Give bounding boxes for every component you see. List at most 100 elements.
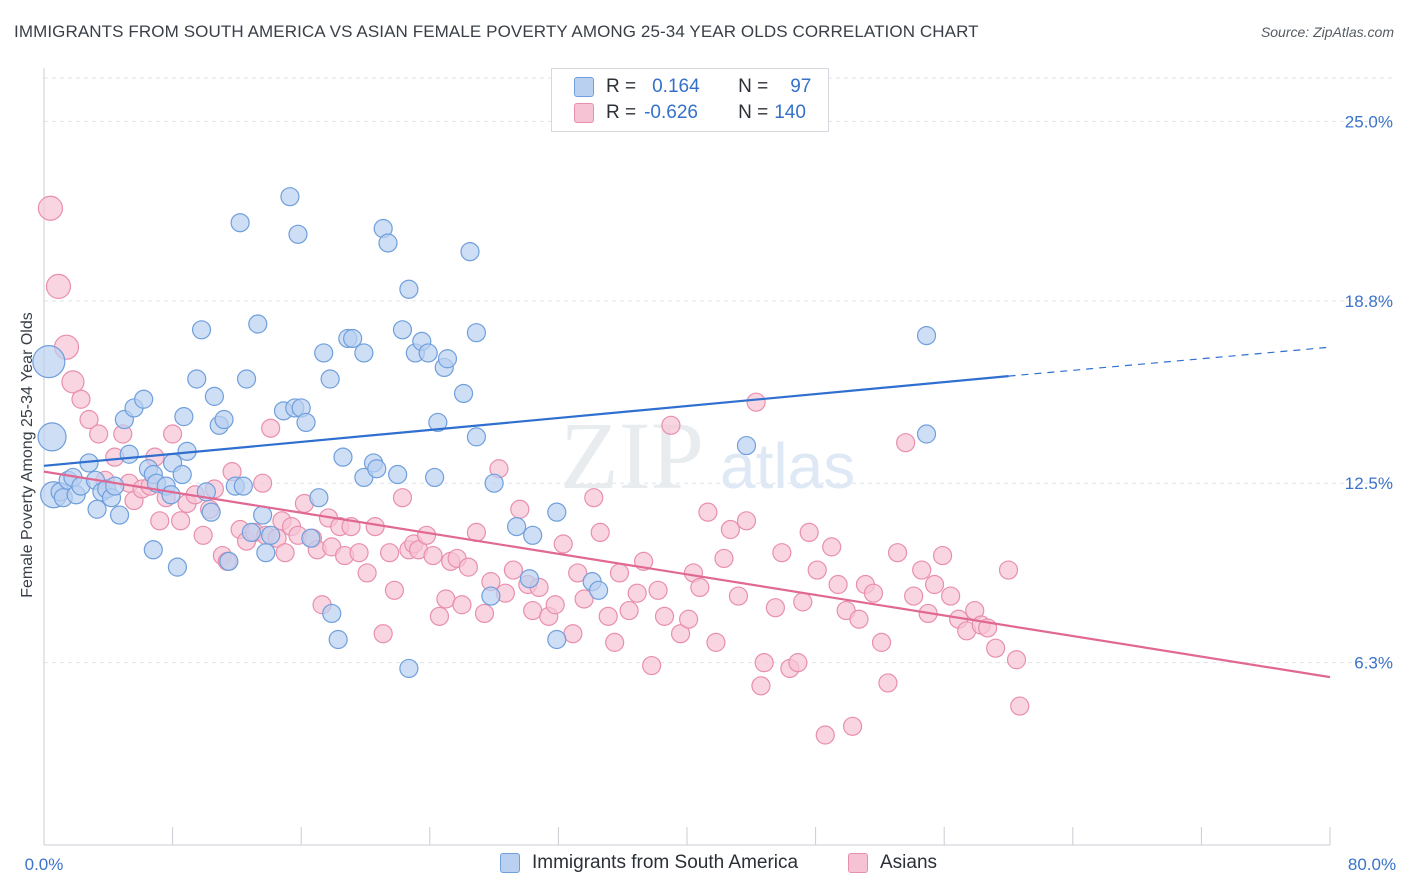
asians-point (1006, 650, 1027, 670)
y-tick-label: 18.8% (1345, 292, 1393, 311)
asians-point (654, 606, 675, 626)
immigrants-point (418, 343, 438, 363)
immigrants-points (32, 187, 937, 679)
immigrants-point (191, 320, 212, 340)
asians-point (706, 632, 726, 652)
immigrants-point (241, 522, 261, 543)
legend-row-asians: R = -0.626 N = 140 (574, 101, 806, 125)
immigrants-point (161, 485, 181, 505)
asians-point (357, 563, 377, 583)
immigrants-point (916, 325, 937, 346)
immigrants-point (214, 409, 234, 430)
immigrants-point (425, 467, 445, 488)
legend-r-label: R = (606, 76, 637, 97)
asians-point (568, 563, 588, 583)
immigrants-point (253, 505, 273, 525)
asians-point (458, 557, 478, 577)
asians-point (452, 595, 472, 615)
asians-point (679, 609, 699, 629)
asians-point (941, 586, 961, 606)
legend-n-label: N = (738, 102, 769, 123)
immigrants-point (143, 540, 163, 560)
immigrants-point (134, 389, 154, 409)
y-tick-label: 12.5% (1345, 474, 1393, 493)
asians-point (261, 418, 281, 438)
asians-point (828, 574, 848, 595)
immigrants-point (378, 233, 398, 253)
immigrants-point (519, 569, 540, 589)
series-legend-immigrants[interactable]: Immigrants from South America (500, 852, 798, 874)
immigrants-point (367, 459, 387, 479)
y-tick-label: 25.0% (1345, 112, 1393, 131)
source-label: Source: ZipAtlas.com (1260, 24, 1394, 40)
asians-trend-line (43, 470, 1331, 679)
immigrants-point (37, 422, 67, 452)
asians-point (842, 716, 863, 736)
asians-point (423, 545, 443, 566)
immigrants-point (261, 525, 281, 545)
immigrants-point (453, 383, 474, 404)
asians-point (815, 725, 835, 745)
legend-row-immigrants: R = 0.164 N = 97 (574, 75, 811, 99)
asians-point (932, 545, 953, 566)
asians-point (924, 574, 945, 595)
y-tick-label: 6.3% (1354, 654, 1393, 673)
series-legend-label: Immigrants from South America (532, 852, 799, 873)
immigrants-point (320, 369, 340, 389)
immigrants-point (172, 464, 192, 485)
immigrants-point (167, 557, 188, 577)
x-tick-label: 0.0% (25, 855, 64, 874)
asians-point (627, 583, 647, 603)
immigrants-point (288, 224, 308, 244)
immigrants-point (230, 213, 250, 233)
series-legend: Immigrants from South America Asians (0, 852, 1406, 878)
asians-point (788, 653, 808, 673)
immigrants-point (466, 323, 487, 343)
x-tick-label: 80.0% (1348, 855, 1396, 874)
immigrants-point (428, 412, 448, 433)
asians-point (986, 638, 1006, 658)
immigrants-point (460, 242, 480, 262)
legend-swatch-blue (574, 77, 594, 97)
asians-point (71, 389, 91, 409)
immigrants-point (466, 427, 487, 447)
asians-point (896, 433, 916, 453)
asians-point (1010, 696, 1030, 716)
asians-point (670, 624, 691, 644)
asians-point (698, 502, 718, 522)
immigrants-point (322, 603, 342, 624)
asians-point (193, 525, 213, 545)
asians-point (772, 543, 792, 563)
immigrants-point (296, 412, 316, 433)
series-legend-asians[interactable]: Asians (848, 852, 937, 874)
asians-point (384, 580, 405, 600)
immigrants-point (523, 525, 543, 545)
series-swatch-pink (848, 853, 868, 873)
immigrants-point (437, 349, 458, 369)
immigrants-point (547, 502, 567, 522)
immigrants-point (388, 464, 408, 485)
asians-point (605, 632, 625, 652)
series-swatch-blue (500, 853, 520, 873)
legend-r-label: R = (606, 102, 637, 123)
immigrants-point (219, 551, 239, 571)
asians-point (89, 424, 109, 444)
asians-point (849, 609, 869, 629)
asians-point (474, 603, 495, 624)
asians-point (642, 655, 662, 676)
immigrants-point (256, 543, 276, 563)
immigrants-point (399, 279, 419, 299)
asians-point (648, 580, 668, 600)
asians-point (275, 543, 295, 563)
legend-n-value: 140 (774, 102, 806, 123)
immigrants-point (399, 658, 419, 679)
trend-lines (43, 346, 1331, 679)
asians-point (523, 600, 543, 621)
immigrants-point (119, 444, 139, 464)
immigrants-point (280, 187, 300, 207)
asians-point (887, 543, 908, 563)
asians-point (510, 499, 530, 519)
immigrants-point (484, 473, 504, 493)
asians-point (545, 595, 565, 615)
asians-point (609, 563, 630, 583)
